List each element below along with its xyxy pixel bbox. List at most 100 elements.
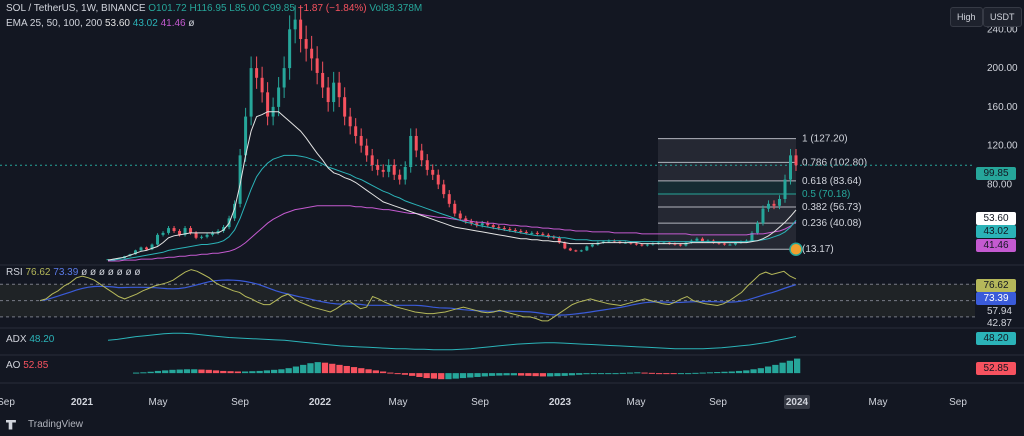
adx-label[interactable]: ADX	[6, 334, 27, 345]
candle-body	[376, 165, 380, 170]
ao-bar	[721, 371, 728, 374]
fib-anchor-icon	[789, 242, 803, 256]
x-tick-label: May	[627, 397, 646, 408]
symbol-label[interactable]: SOL / TetherUS, 1W, BINANCE	[6, 3, 146, 14]
low-value: L85.00	[229, 3, 260, 14]
candle-body	[260, 77, 264, 93]
ao-bar	[764, 366, 772, 374]
candle-body	[189, 228, 193, 233]
candle-body	[519, 230, 523, 232]
candle-body	[370, 155, 374, 166]
candle-body	[310, 48, 314, 59]
candle-body	[282, 68, 286, 88]
x-tick-label: 2021	[71, 397, 94, 408]
brand-label: TradingView	[28, 419, 84, 430]
tradingview-brand[interactable]: TradingView	[6, 419, 83, 430]
ema200-value: ø	[188, 18, 195, 29]
ema-label[interactable]: EMA 25, 50, 100, 200	[6, 18, 103, 29]
currency-button[interactable]: USDT	[983, 7, 1022, 27]
y-tick-label: 120.00	[987, 141, 1018, 152]
candle-body	[530, 232, 534, 234]
ao-bar	[191, 369, 198, 374]
ema50-value: 43.02	[132, 18, 158, 29]
ao-bar	[692, 372, 699, 374]
fib-zone	[658, 207, 796, 224]
ao-bar	[285, 368, 292, 374]
candle-body	[590, 244, 594, 247]
candle-body	[546, 234, 550, 237]
candle-body	[783, 179, 787, 199]
y-tick-label: 240.00	[987, 24, 1018, 35]
ao-bar	[539, 373, 547, 377]
candle-body	[475, 223, 479, 226]
ao-bar	[423, 373, 430, 379]
ao-bar	[663, 373, 670, 375]
x-cursor-label: 2024	[786, 397, 809, 408]
ao-bar	[757, 368, 764, 374]
ao-bar	[525, 373, 532, 376]
ao-bar	[300, 364, 307, 374]
ao-bar	[576, 373, 583, 375]
candle-body	[436, 174, 440, 185]
candle-body	[156, 234, 160, 245]
candle-body	[304, 39, 308, 49]
ao-bar	[133, 372, 140, 374]
ao-label[interactable]: AO	[6, 360, 21, 371]
adx-legend: ADX 48.20	[6, 334, 54, 345]
ema25-line	[107, 111, 797, 261]
candle-body	[508, 229, 512, 231]
ao-bar	[169, 369, 176, 374]
candle-body	[634, 243, 638, 245]
ao-bar	[350, 367, 358, 374]
ema100-line	[108, 205, 797, 262]
ema-legend: EMA 25, 50, 100, 200 53.60 43.02 41.46 ø	[6, 18, 195, 29]
candle-body	[238, 155, 242, 204]
ao-bar	[387, 372, 394, 374]
ema25-value: 53.60	[104, 18, 130, 29]
candle-body	[172, 228, 176, 231]
ao-bar	[271, 369, 278, 374]
ao-bar	[307, 363, 314, 374]
change-value: −1.87 (−1.84%)	[297, 3, 367, 14]
ao-bar	[568, 373, 576, 376]
adx-value: 48.20	[29, 334, 55, 345]
ao-bar	[372, 370, 379, 374]
x-tick-label: Sep	[949, 397, 967, 408]
candle-body	[139, 247, 143, 251]
rsi-level-tag-2: 42.87	[986, 318, 1012, 329]
x-tick-label: Sep	[709, 397, 727, 408]
candle-body	[640, 244, 644, 246]
ao-bar	[641, 372, 648, 374]
ao-bar	[655, 373, 663, 375]
ao-bar	[488, 373, 496, 376]
candle-body	[161, 232, 165, 235]
candle-body	[717, 242, 721, 244]
high-button[interactable]: High	[950, 7, 983, 27]
candle-body	[288, 29, 292, 69]
candle-body	[398, 174, 402, 180]
candle-body	[293, 19, 297, 30]
ao-bar	[220, 370, 227, 374]
rsi-label[interactable]: RSI	[6, 267, 23, 278]
header-legend: SOL / TetherUS, 1W, BINANCE O101.72 H116…	[6, 3, 422, 14]
ao-bar	[728, 371, 735, 374]
ao-bar	[743, 370, 750, 374]
y-tick-label: 80.00	[987, 179, 1012, 190]
fib-zone	[658, 138, 796, 163]
ao-bar	[612, 373, 619, 375]
ao-bar	[292, 366, 300, 374]
ao-bar	[634, 372, 641, 374]
ao-bar	[314, 362, 321, 374]
volume-value: Vol38.378M	[369, 3, 423, 14]
candle-body	[629, 242, 633, 244]
ao-bar	[626, 372, 634, 374]
candle-body	[585, 246, 589, 251]
rsi-extra: ø ø ø ø ø ø ø	[81, 267, 141, 278]
candle-body	[409, 135, 413, 167]
ao-bar	[561, 373, 568, 376]
ao-bar	[198, 369, 205, 374]
candle-body	[623, 242, 627, 244]
ema50-line	[108, 154, 797, 261]
ao-bar	[249, 371, 256, 374]
